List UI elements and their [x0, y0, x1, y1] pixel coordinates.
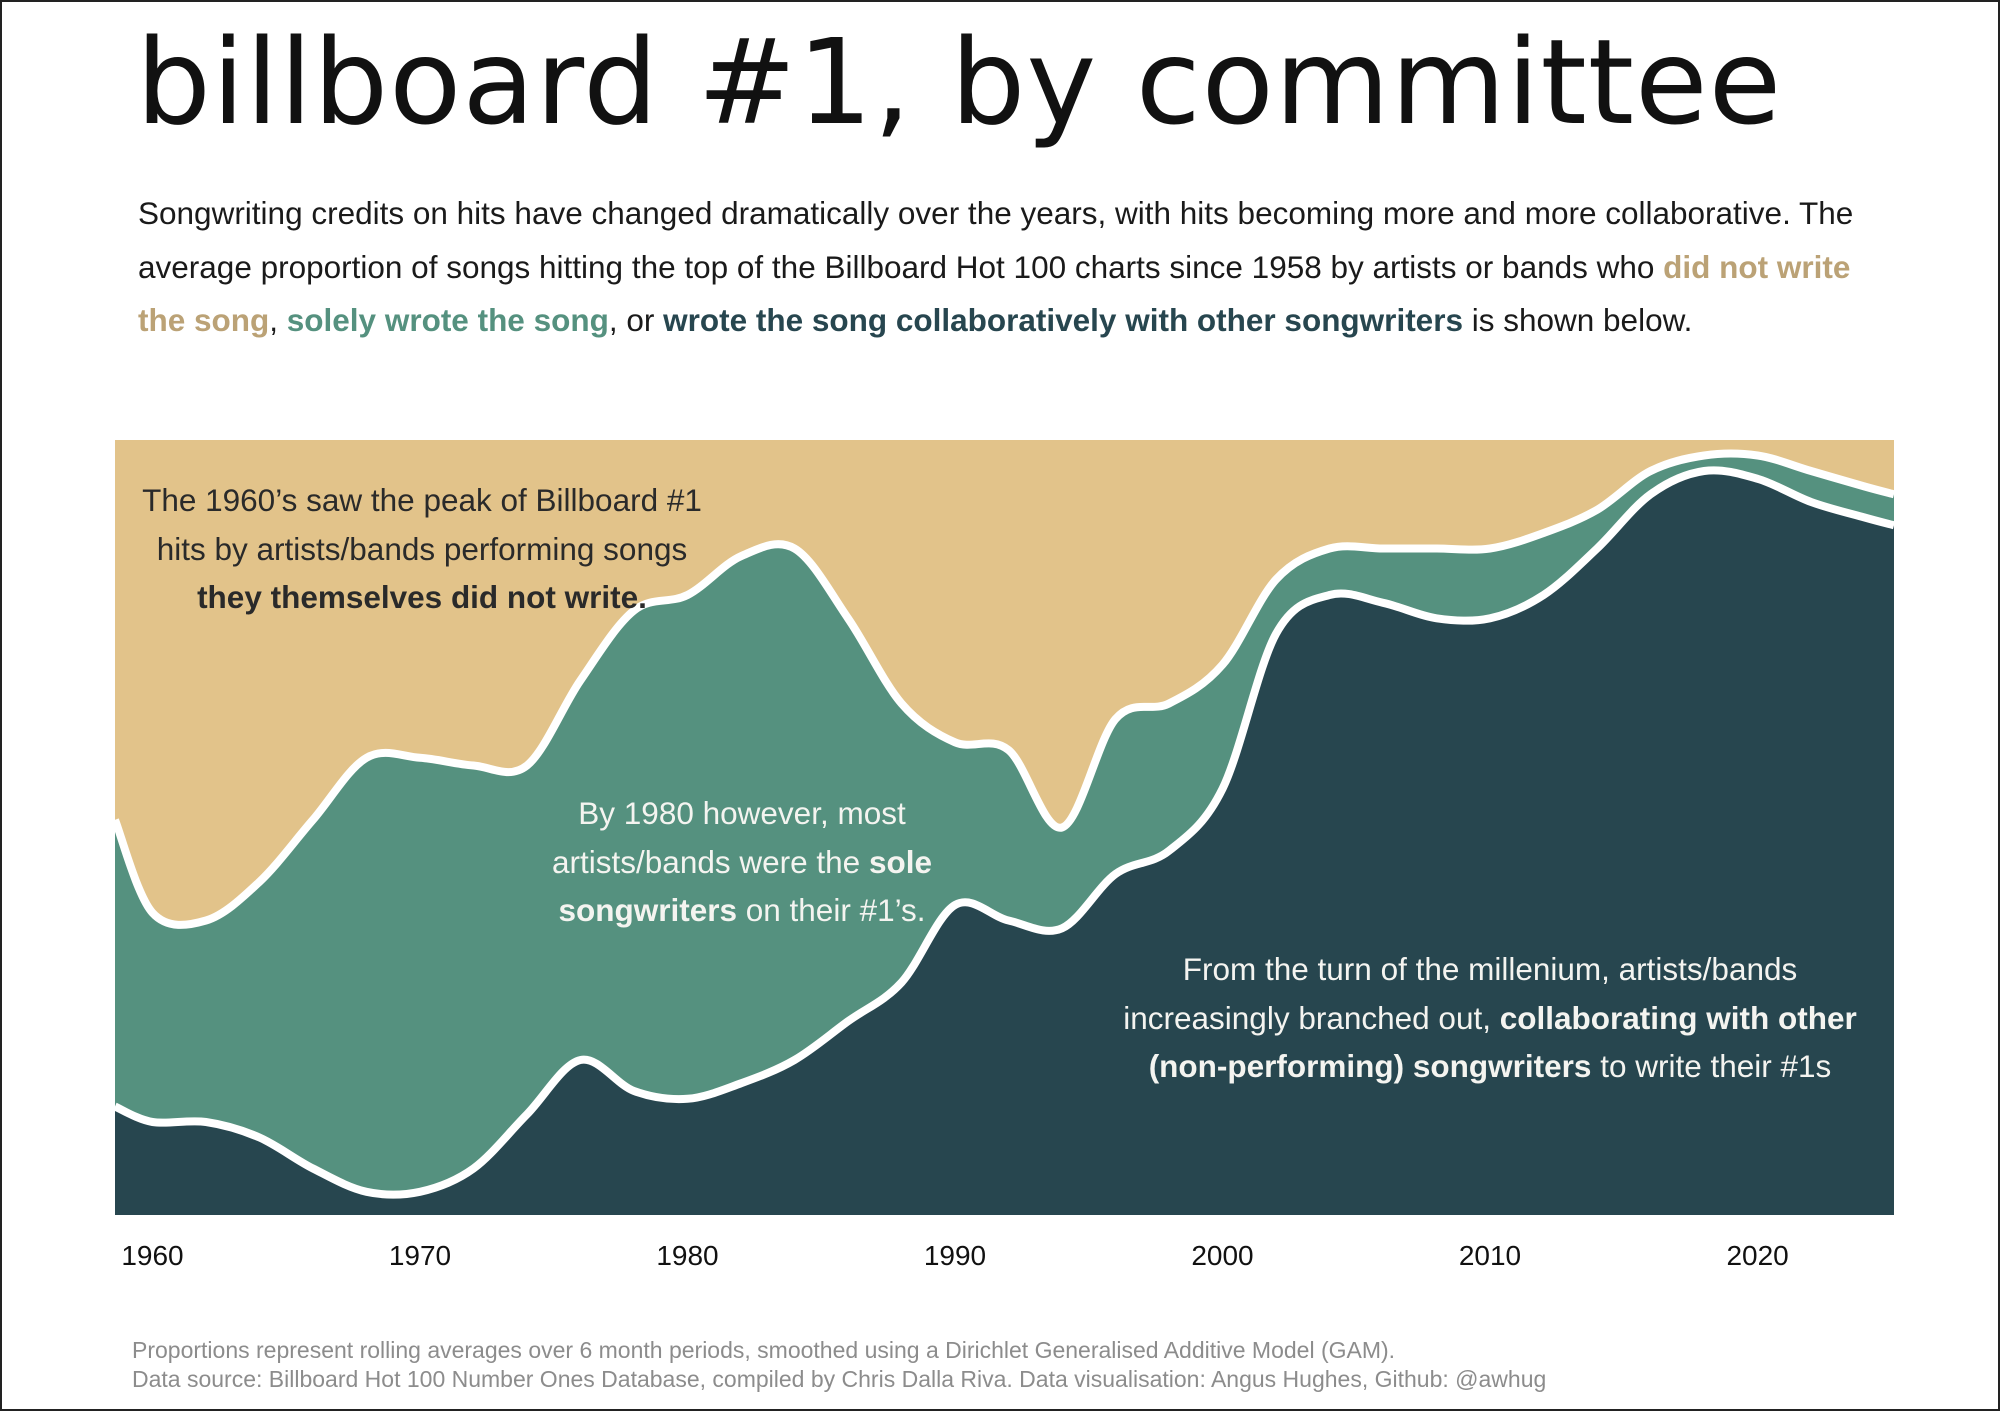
legend-key-not-write: did not write the song — [138, 248, 1851, 339]
area-collab — [115, 470, 1894, 1215]
legend-key-solely: solely wrote the song — [286, 302, 609, 338]
subtitle-sep-2: , or — [608, 302, 664, 338]
subtitle-text-2: is shown below. — [1462, 302, 1693, 338]
annotation-1980: By 1980 however, most artists/bands were… — [492, 789, 992, 935]
footnote-source: Data source: Billboard Hot 100 Number On… — [132, 1366, 1547, 1392]
annotation-1960s-line2: hits by artists/bands performing songs — [156, 530, 688, 567]
footnote-method: Proportions represent rolling averages o… — [132, 1337, 1396, 1363]
annotation-1980-line2: artists/bands were the — [552, 843, 869, 880]
x-tick-label: 2000 — [1191, 1240, 1253, 1271]
x-axis: 1960 1970 1980 1990 2000 2010 2020 — [121, 1240, 1788, 1271]
annotation-millenium-line3: to write their #1s — [1591, 1048, 1832, 1084]
subtitle-sep-1: , — [269, 302, 287, 338]
annotation-millenium-line1: From the turn of the millenium, artists/… — [1182, 951, 1798, 987]
area-layer — [115, 440, 1894, 1215]
annotation-millenium-bold1: collaborating with other — [1499, 999, 1857, 1036]
chart-subtitle: Songwriting credits on hits have changed… — [138, 187, 1898, 348]
annotation-1960s: The 1960’s saw the peak of Billboard #1 … — [112, 476, 732, 622]
x-tick-label: 1980 — [656, 1240, 718, 1271]
annotation-millenium-bold2: (non-performing) songwriters — [1148, 1048, 1592, 1084]
x-tick-label: 1990 — [924, 1240, 986, 1271]
boundary-collab-solely — [113, 466, 1896, 1199]
boundary-lines — [111, 449, 1896, 1199]
x-tick-label: 1970 — [389, 1240, 451, 1271]
annotation-millenium-line2: increasingly branched out, — [1123, 999, 1500, 1036]
annotation-1960s-bold: they themselves did not write. — [197, 579, 647, 615]
chart-title: billboard #1, by committee — [136, 13, 1783, 151]
x-tick-label: 2020 — [1726, 1240, 1788, 1271]
x-tick-label: 1960 — [121, 1240, 183, 1271]
subtitle-text-1: Songwriting credits on hits have changed… — [138, 195, 1854, 285]
annotation-1980-bold1: sole — [868, 843, 932, 880]
footnote: Proportions represent rolling averages o… — [132, 1336, 1546, 1394]
annotation-1960s-line1: The 1960’s saw the peak of Billboard #1 — [142, 482, 702, 518]
boundary-solely-not-write — [111, 449, 1896, 929]
annotation-1980-bold2: songwriters — [558, 892, 737, 928]
x-tick-label: 2010 — [1459, 1240, 1521, 1271]
annotation-1980-line1: By 1980 however, most — [578, 795, 906, 831]
legend-key-collab: wrote the song collaboratively with othe… — [663, 302, 1463, 338]
annotation-1980-line3: on their #1’s. — [737, 892, 926, 928]
annotation-millenium: From the turn of the millenium, artists/… — [1090, 945, 1890, 1091]
